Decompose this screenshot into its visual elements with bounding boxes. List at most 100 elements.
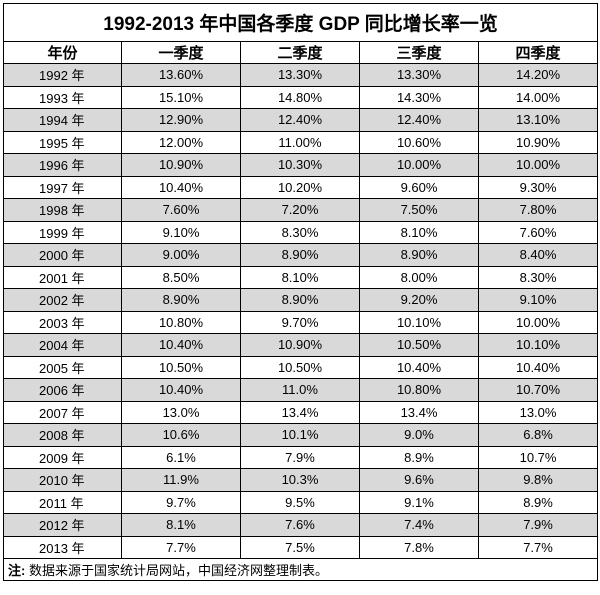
q2-cell: 7.6% xyxy=(240,513,360,537)
table-row: 1998 年 7.60% 7.20% 7.50% 7.80% xyxy=(3,198,599,222)
q4-cell: 7.80% xyxy=(477,198,599,222)
q4-cell: 13.10% xyxy=(477,108,599,132)
q3-cell: 10.60% xyxy=(359,130,479,154)
q3-cell: 7.4% xyxy=(359,513,479,537)
q4-cell: 7.60% xyxy=(477,220,599,244)
table-row: 2005 年 10.50% 10.50% 10.40% 10.40% xyxy=(3,355,599,379)
title-row: 1992-2013 年中国各季度 GDP 同比增长率一览 xyxy=(2,3,599,42)
q1-cell: 9.00% xyxy=(121,243,241,267)
table-row: 1994 年 12.90% 12.40% 12.40% 13.10% xyxy=(3,108,599,132)
q2-cell: 7.9% xyxy=(240,445,360,469)
q1-cell: 7.60% xyxy=(121,198,241,222)
q3-cell: 9.1% xyxy=(359,490,479,514)
q4-cell: 10.10% xyxy=(477,333,599,357)
table-row: 1993 年 15.10% 14.80% 14.30% 14.00% xyxy=(3,85,599,109)
q1-cell: 10.40% xyxy=(121,378,241,402)
q3-cell: 10.10% xyxy=(359,310,479,334)
q2-cell: 10.1% xyxy=(240,423,360,447)
q3-cell: 9.20% xyxy=(359,288,479,312)
q1-cell: 7.7% xyxy=(121,535,241,559)
column-header-q3: 三季度 xyxy=(359,41,479,64)
year-cell: 2009 年 xyxy=(3,445,122,469)
q2-cell: 9.70% xyxy=(240,310,360,334)
q2-cell: 12.40% xyxy=(240,108,360,132)
q4-cell: 9.30% xyxy=(477,175,599,199)
table-row: 1996 年 10.90% 10.30% 10.00% 10.00% xyxy=(3,153,599,177)
note-row: 注: 数据来源于国家统计局网站，中国经济网整理制表。 xyxy=(2,558,599,581)
q3-cell: 10.50% xyxy=(359,333,479,357)
table-row: 2007 年 13.0% 13.4% 13.4% 13.0% xyxy=(3,400,599,424)
q2-cell: 10.20% xyxy=(240,175,360,199)
q4-cell: 14.20% xyxy=(477,63,599,87)
q3-cell: 8.9% xyxy=(359,445,479,469)
q2-cell: 13.30% xyxy=(240,63,360,87)
q1-cell: 10.6% xyxy=(121,423,241,447)
q3-cell: 8.90% xyxy=(359,243,479,267)
table-row: 2010 年 11.9% 10.3% 9.6% 9.8% xyxy=(3,468,599,492)
q2-cell: 13.4% xyxy=(240,400,360,424)
q1-cell: 8.1% xyxy=(121,513,241,537)
q3-cell: 9.6% xyxy=(359,468,479,492)
q3-cell: 14.30% xyxy=(359,85,479,109)
table-row: 1992 年 13.60% 13.30% 13.30% 14.20% xyxy=(3,63,599,87)
table-row: 2009 年 6.1% 7.9% 8.9% 10.7% xyxy=(3,445,599,469)
year-cell: 2000 年 xyxy=(3,243,122,267)
year-cell: 1998 年 xyxy=(3,198,122,222)
q2-cell: 8.10% xyxy=(240,265,360,289)
q4-cell: 7.9% xyxy=(477,513,599,537)
year-cell: 1993 年 xyxy=(3,85,122,109)
q1-cell: 9.7% xyxy=(121,490,241,514)
q3-cell: 9.0% xyxy=(359,423,479,447)
q3-cell: 7.8% xyxy=(359,535,479,559)
q1-cell: 6.1% xyxy=(121,445,241,469)
q1-cell: 10.40% xyxy=(121,333,241,357)
year-cell: 1994 年 xyxy=(3,108,122,132)
year-cell: 2004 年 xyxy=(3,333,122,357)
year-cell: 1992 年 xyxy=(3,63,122,87)
table-row: 1999 年 9.10% 8.30% 8.10% 7.60% xyxy=(3,220,599,244)
table-row: 2006 年 10.40% 11.0% 10.80% 10.70% xyxy=(3,378,599,402)
q1-cell: 10.40% xyxy=(121,175,241,199)
table-row: 2004 年 10.40% 10.90% 10.50% 10.10% xyxy=(3,333,599,357)
q2-cell: 7.20% xyxy=(240,198,360,222)
q3-cell: 12.40% xyxy=(359,108,479,132)
table-row: 1997 年 10.40% 10.20% 9.60% 9.30% xyxy=(3,175,599,199)
year-cell: 2010 年 xyxy=(3,468,122,492)
year-cell: 1996 年 xyxy=(3,153,122,177)
q1-cell: 9.10% xyxy=(121,220,241,244)
table-row: 2001 年 8.50% 8.10% 8.00% 8.30% xyxy=(3,265,599,289)
q2-cell: 8.90% xyxy=(240,288,360,312)
column-header-q1: 一季度 xyxy=(121,41,241,64)
q4-cell: 7.7% xyxy=(477,535,599,559)
q2-cell: 8.90% xyxy=(240,243,360,267)
year-cell: 2011 年 xyxy=(3,490,122,514)
q1-cell: 11.9% xyxy=(121,468,241,492)
table-row: 2003 年 10.80% 9.70% 10.10% 10.00% xyxy=(3,310,599,334)
q4-cell: 8.9% xyxy=(477,490,599,514)
q4-cell: 9.10% xyxy=(477,288,599,312)
q4-cell: 10.40% xyxy=(477,355,599,379)
q1-cell: 10.80% xyxy=(121,310,241,334)
q2-cell: 14.80% xyxy=(240,85,360,109)
q4-cell: 10.90% xyxy=(477,130,599,154)
q4-cell: 10.00% xyxy=(477,310,599,334)
q2-cell: 8.30% xyxy=(240,220,360,244)
q4-cell: 9.8% xyxy=(477,468,599,492)
table-row: 2000 年 9.00% 8.90% 8.90% 8.40% xyxy=(3,243,599,267)
note-text: 数据来源于国家统计局网站，中国经济网整理制表。 xyxy=(28,564,328,579)
q3-cell: 13.4% xyxy=(359,400,479,424)
q3-cell: 8.00% xyxy=(359,265,479,289)
q3-cell: 9.60% xyxy=(359,175,479,199)
year-cell: 1995 年 xyxy=(3,130,122,154)
q1-cell: 13.0% xyxy=(121,400,241,424)
q3-cell: 10.00% xyxy=(359,153,479,177)
q1-cell: 12.00% xyxy=(121,130,241,154)
q3-cell: 10.80% xyxy=(359,378,479,402)
header-row: 年份 一季度 二季度 三季度 四季度 xyxy=(3,41,599,64)
table-row: 2008 年 10.6% 10.1% 9.0% 6.8% xyxy=(3,423,599,447)
q2-cell: 11.0% xyxy=(240,378,360,402)
q4-cell: 10.70% xyxy=(477,378,599,402)
year-cell: 2007 年 xyxy=(3,400,122,424)
q2-cell: 10.30% xyxy=(240,153,360,177)
q1-cell: 10.90% xyxy=(121,153,241,177)
